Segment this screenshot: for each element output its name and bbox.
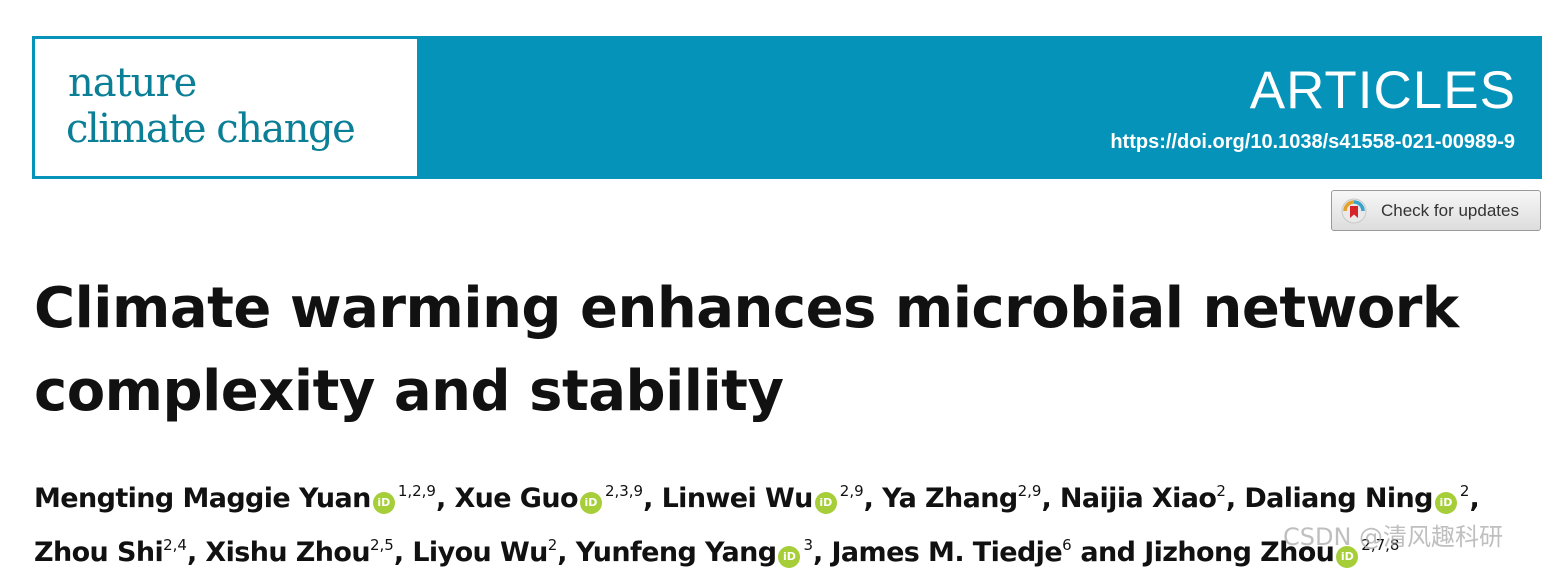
author-separator: , xyxy=(557,537,576,568)
check-for-updates-label: Check for updates xyxy=(1381,200,1519,220)
crossmark-icon xyxy=(1341,198,1367,223)
journal-name-line1: nature xyxy=(68,60,197,106)
author-name[interactable]: Naijia Xiao xyxy=(1059,483,1217,514)
author-separator: , xyxy=(643,483,662,514)
affiliation-marker[interactable]: 2 xyxy=(1216,482,1226,500)
affiliation-marker[interactable]: 2,5 xyxy=(369,536,394,554)
author-separator: , xyxy=(863,483,883,514)
author-entry: Ya Zhang2,9, xyxy=(882,482,1060,514)
check-for-updates-button[interactable]: Check for updates xyxy=(1331,190,1541,231)
affiliation-marker[interactable]: 2,7,8 xyxy=(1361,536,1400,554)
author-separator: , xyxy=(393,537,413,568)
affiliation-marker[interactable]: 6 xyxy=(1062,536,1072,554)
author-entry: Xue Guo iD2,3,9, xyxy=(454,482,662,514)
affiliation-marker[interactable]: 2,9 xyxy=(1017,482,1042,500)
author-separator: , xyxy=(186,537,206,568)
affiliation-marker[interactable]: 2,9 xyxy=(839,482,864,500)
author-name[interactable]: Mengting Maggie Yuan xyxy=(34,483,371,514)
affiliation-marker[interactable]: 3 xyxy=(803,536,813,554)
doi-link[interactable]: https://doi.org/10.1038/s41558-021-00989… xyxy=(1110,131,1515,153)
author-name[interactable]: Xue Guo xyxy=(454,483,578,514)
affiliation-marker[interactable]: 2 xyxy=(1459,482,1470,500)
article-title: Climate warming enhances microbial netwo… xyxy=(34,267,1514,433)
author-name[interactable]: Xishu Zhou xyxy=(205,537,370,568)
journal-name-line2: climate change xyxy=(66,106,356,152)
orcid-icon[interactable]: iD xyxy=(814,492,837,514)
author-entry: Yunfeng Yang iD3, xyxy=(575,536,832,568)
affiliation-marker[interactable]: 2 xyxy=(547,536,558,554)
author-separator: , xyxy=(813,537,832,568)
author-entry: Linwei Wu iD2,9, xyxy=(661,482,883,514)
affiliation-marker[interactable]: 1,2,9 xyxy=(397,482,436,500)
author-name[interactable]: Yunfeng Yang xyxy=(575,537,777,568)
author-name[interactable]: Linwei Wu xyxy=(661,483,814,514)
affiliation-marker[interactable]: 2,3,9 xyxy=(604,482,644,500)
author-entry: Xishu Zhou2,5, xyxy=(205,536,413,568)
author-name[interactable]: James M. Tiedje xyxy=(831,537,1063,568)
author-name[interactable]: Liyou Wu xyxy=(412,537,548,568)
affiliation-marker[interactable]: 2,4 xyxy=(163,536,187,554)
author-entry: Naijia Xiao2, xyxy=(1059,482,1245,514)
article-title-line2: complexity and stability xyxy=(34,359,784,424)
journal-logo[interactable]: nature climate change xyxy=(35,39,417,176)
author-separator: , xyxy=(435,483,455,514)
author-separator: and xyxy=(1071,537,1145,568)
author-name[interactable]: Daliang Ning xyxy=(1244,483,1433,514)
watermark: CSDN @清风趣科研 xyxy=(1283,523,1504,551)
journal-banner: nature climate change ARTICLES https://d… xyxy=(32,36,1542,179)
orcid-icon[interactable]: iD xyxy=(372,492,395,514)
author-separator: , xyxy=(1225,483,1245,514)
author-entry: Zhou Shi2,4, xyxy=(34,536,206,568)
article-title-line1: Climate warming enhances microbial netwo… xyxy=(34,276,1459,341)
orcid-icon[interactable]: iD xyxy=(579,492,602,514)
orcid-icon[interactable]: iD xyxy=(1434,492,1457,514)
author-separator: , xyxy=(1041,483,1060,514)
author-entry: James M. Tiedje6 and xyxy=(831,536,1145,568)
section-label: ARTICLES xyxy=(1249,61,1516,120)
author-entry: Daliang Ning iD2, xyxy=(1244,482,1480,514)
author-name[interactable]: Ya Zhang xyxy=(882,483,1018,514)
author-entry: Mengting Maggie Yuan iD1,2,9, xyxy=(34,482,455,514)
author-entry: Liyou Wu2, xyxy=(412,536,576,568)
author-separator: , xyxy=(1469,483,1480,514)
orcid-icon[interactable]: iD xyxy=(778,546,801,568)
author-name[interactable]: Zhou Shi xyxy=(34,537,164,568)
